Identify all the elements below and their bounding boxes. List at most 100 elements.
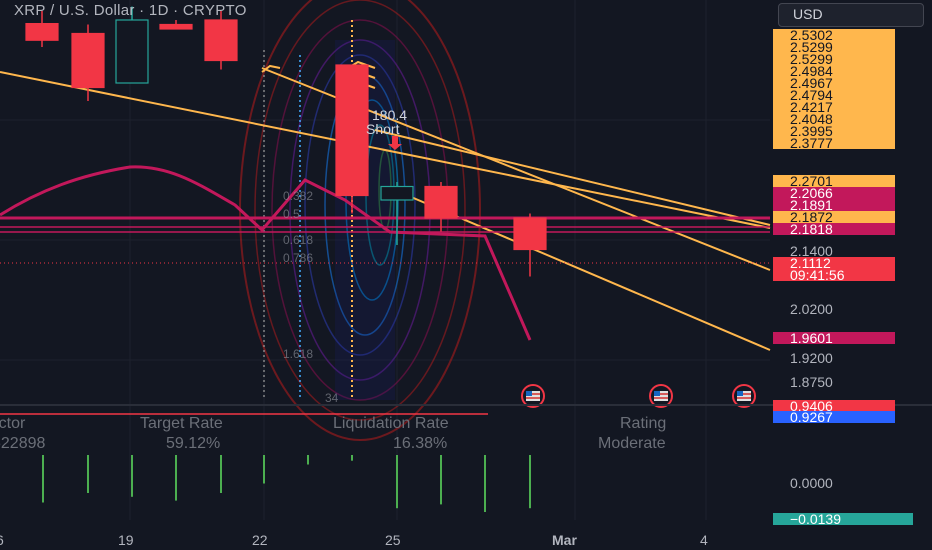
price-label: 2.4217 (773, 99, 895, 115)
us-flag-icon (732, 384, 756, 408)
candle (159, 20, 193, 30)
candle (71, 24, 105, 101)
signal-value: 180.4 (372, 107, 407, 123)
price-label-text: 2.5299 (790, 51, 833, 67)
fib-label-1: 0.382 (283, 189, 313, 203)
candle-body (115, 19, 149, 84)
fib-label-3: 0.618 (283, 233, 313, 247)
ind-value-liquidation: 16.38% (393, 435, 447, 452)
price-label-text: 2.3995 (790, 123, 833, 139)
fib-level-labels: 0.382 0.5 0.618 0.786 1.618 34 (283, 189, 339, 405)
price-label-text: 2.1112 (790, 255, 831, 271)
candles (25, 6, 547, 277)
price-label-text: 2.1818 (790, 221, 833, 237)
price-label-text: 1.8750 (790, 374, 833, 390)
price-label: 2.1112 (773, 255, 895, 271)
price-label-text: 2.4794 (790, 87, 833, 103)
indicator-label-text: 0.9406 (790, 398, 833, 414)
fib-label-2: 0.5 (283, 207, 300, 221)
price-label: 2.3995 (773, 123, 895, 139)
candle-body (159, 23, 193, 30)
price-scale[interactable]: 2.53022.52992.52992.49842.49672.47942.42… (773, 27, 895, 390)
price-label-text: 2.4048 (790, 111, 833, 127)
signal-label: Short (366, 121, 400, 137)
price-label: 2.1818 (773, 221, 895, 237)
candle (513, 213, 547, 277)
indicator-label-text: 0.9267 (790, 409, 833, 425)
price-label-text: 2.0200 (790, 301, 833, 317)
price-label: 2.2701 (773, 173, 895, 189)
arrow-down-icon (388, 136, 402, 150)
candle-body (71, 32, 105, 89)
price-label-text: 2.2066 (790, 185, 833, 201)
indicator-label-text: 0.0000 (790, 475, 833, 491)
candle-body (424, 185, 458, 219)
indicator-histogram (42, 455, 531, 512)
price-label: 1.9601 (773, 330, 895, 346)
price-label: 2.1891 (773, 197, 895, 213)
candle (424, 182, 458, 232)
price-label-text: 2.2701 (790, 173, 833, 189)
ind-value-rating: Moderate (598, 435, 666, 452)
time-tick: 6 (0, 532, 4, 548)
bottom-count: 34 (325, 391, 339, 405)
event-markers[interactable] (521, 384, 756, 408)
price-label-text: 2.3777 (790, 135, 833, 151)
fib-label-4: 0.786 (283, 251, 313, 265)
time-tick: 22 (252, 532, 268, 548)
price-label-text: 2.4967 (790, 75, 833, 91)
price-label: 2.4984 (773, 63, 895, 79)
indicator-table: Factor Target Rate Liquidation Rate Rati… (0, 415, 666, 452)
oscillator-curve (0, 165, 532, 341)
price-label: 2.5299 (773, 39, 895, 55)
candle-body (513, 217, 547, 251)
indicator-label: −0.0139 (773, 511, 913, 527)
currency-label: USD (793, 6, 823, 22)
candle-body (380, 185, 414, 201)
time-tick: 4 (700, 532, 708, 548)
short-signal: 180.4 Short (366, 107, 407, 150)
candle (380, 182, 414, 245)
chart-title: XRP / U.S. Dollar · 1D · CRYPTO (14, 2, 247, 19)
price-label: 2.0200 (790, 301, 833, 317)
ind-header-liquidation: Liquidation Rate (333, 415, 449, 432)
price-label: 2.2066 (773, 185, 895, 201)
price-label-text: 1.9601 (790, 330, 833, 346)
price-label: 2.3777 (773, 135, 895, 151)
price-label: 2.4967 (773, 75, 895, 91)
price-label: 2.1872 (773, 209, 895, 225)
price-label: 2.5299 (773, 51, 895, 67)
candle (115, 6, 149, 84)
candle-body (204, 19, 238, 62)
fib-ellipses (239, 0, 481, 441)
indicator-label: 0.9406 (773, 398, 895, 414)
us-flag-icon (521, 384, 545, 408)
price-label-text: 2.5302 (790, 27, 833, 43)
price-label-text: 1.9200 (790, 350, 833, 366)
price-label: 09:41:56 (773, 267, 895, 283)
ind-header-factor: Factor (0, 415, 26, 432)
time-tick: 25 (385, 532, 401, 548)
price-label: 1.8750 (790, 374, 833, 390)
ind-header-rating: Rating (620, 415, 666, 432)
price-label-text: 2.4984 (790, 63, 833, 79)
price-label: 2.4048 (773, 111, 895, 127)
candle-body (25, 23, 59, 41)
indicator-label-text: −0.0139 (790, 511, 841, 527)
ind-header-target: Target Rate (140, 415, 223, 432)
price-label-text: 2.1872 (790, 209, 833, 225)
price-label-text: 2.1400 (790, 243, 833, 259)
currency-selector[interactable]: USD (778, 3, 924, 27)
candle (25, 11, 59, 47)
price-label: 2.1400 (790, 243, 833, 259)
indicator-label: 0.9267 (773, 409, 895, 425)
price-label: 2.5302 (773, 27, 895, 43)
price-label-text: 09:41:56 (790, 267, 845, 283)
time-axis[interactable]: 6 19 22 25 Mar 4 (0, 532, 708, 548)
price-label-text: 2.5299 (790, 39, 833, 55)
price-label-text: 2.1891 (790, 197, 833, 213)
fib-level-bottom: 1.618 (283, 347, 313, 361)
ind-value-factor: 622898 (0, 435, 45, 452)
